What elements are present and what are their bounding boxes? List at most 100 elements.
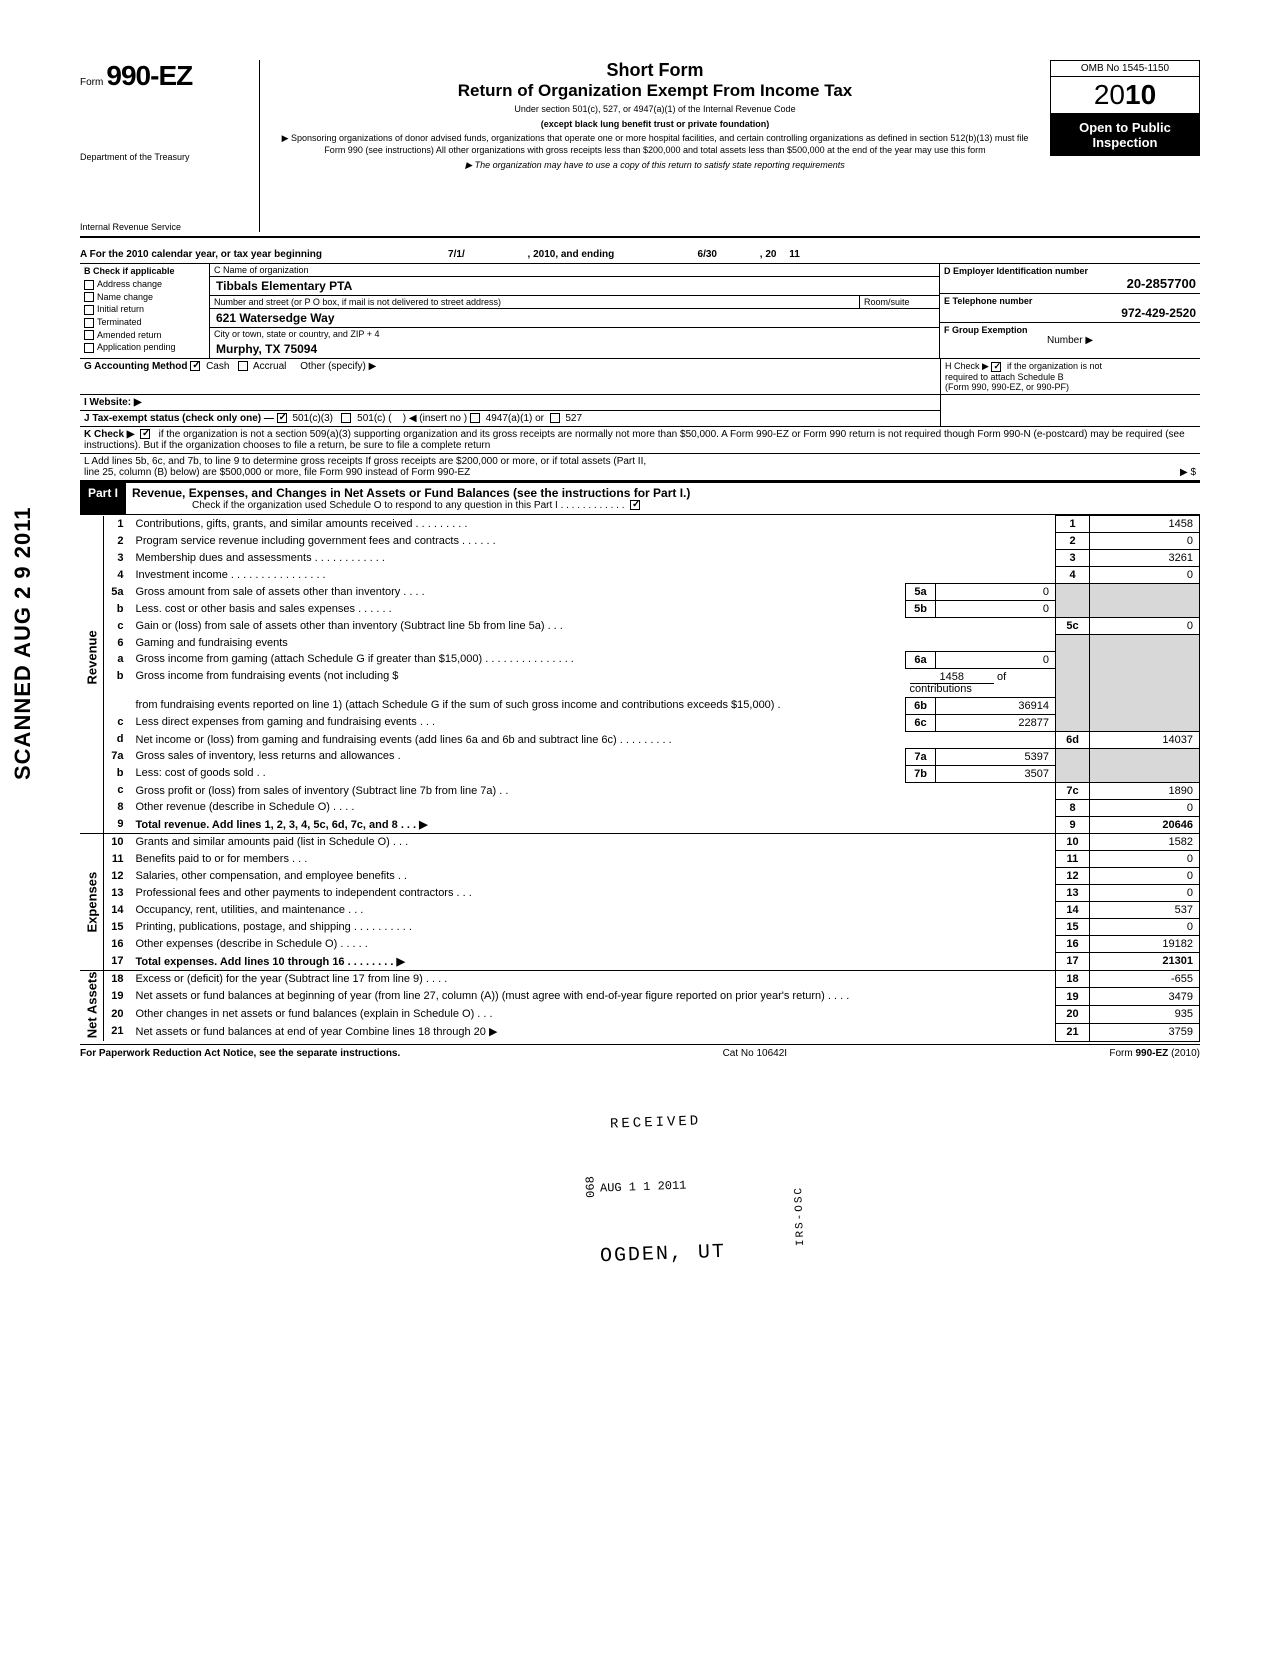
col-def: D Employer Identification number 20-2857…	[940, 264, 1200, 358]
form-header: Form 990-EZ Department of the Treasury I…	[80, 60, 1200, 238]
row-j: J Tax-exempt status (check only one) — 5…	[80, 411, 940, 426]
l-text2: line 25, column (B) below) are $500,000 …	[84, 467, 1180, 478]
year-prefix: 20	[1094, 79, 1125, 110]
form-right-block: OMB No 1545-1150 2010 Open to Public Ins…	[1050, 60, 1200, 232]
row-a-mid: , 2010, and ending	[528, 249, 615, 260]
chk-cash[interactable]	[190, 361, 200, 371]
org-name-label: C Name of organization	[210, 264, 939, 277]
side-revenue: Revenue	[80, 516, 104, 800]
form-number: 990-EZ	[106, 60, 192, 91]
city-row: City or town, state or country, and ZIP …	[210, 327, 939, 358]
section-bcd: B Check if applicable Address change Nam…	[80, 264, 1200, 359]
chk-accrual[interactable]	[238, 361, 248, 371]
chk-k[interactable]	[140, 429, 150, 439]
lines-table: Revenue 1 Contributions, gifts, grants, …	[80, 515, 1200, 1042]
tax-year: 2010	[1050, 77, 1200, 114]
row-l: L Add lines 5b, 6c, and 7b, to line 9 to…	[80, 454, 1200, 481]
chk-4947[interactable]	[470, 413, 480, 423]
footer-left: For Paperwork Reduction Act Notice, see …	[80, 1048, 400, 1059]
row-ij: I Website: ▶ J Tax-exempt status (check …	[80, 395, 1200, 427]
k-text: if the organization is not a section 509…	[84, 429, 1185, 451]
stamp-ogden: OGDEN, UT	[600, 1241, 727, 1268]
phone-label: E Telephone number	[944, 296, 1196, 306]
street-row: Number and street (or P O box, if mail i…	[210, 295, 939, 327]
open-public: Open to Public Inspection	[1050, 114, 1200, 156]
l-arrow: ▶ $	[1180, 467, 1196, 478]
chk-501c[interactable]	[341, 413, 351, 423]
form-prefix: Form	[80, 77, 103, 88]
footer-mid: Cat No 10642I	[723, 1048, 788, 1059]
ein-label: D Employer Identification number	[944, 266, 1196, 276]
col-c: C Name of organization Tibbals Elementar…	[210, 264, 940, 358]
ty-begin: 7/1/	[325, 249, 465, 260]
chk-address[interactable]: Address change	[80, 278, 209, 291]
row-a-label: A For the 2010 calendar year, or tax yea…	[80, 249, 322, 260]
street-value: 621 Watersedge Way	[210, 308, 939, 327]
chk-pending[interactable]: Application pending	[80, 341, 209, 354]
footer: For Paperwork Reduction Act Notice, see …	[80, 1044, 1200, 1059]
stamp-date: AUG 1 1 2011	[600, 1178, 687, 1195]
ty-end-year: 11	[789, 249, 800, 260]
cell-e: E Telephone number 972-429-2520	[940, 294, 1200, 323]
chk-name[interactable]: Name change	[80, 291, 209, 304]
ein-value: 20-2857700	[944, 276, 1196, 291]
side-expenses: Expenses	[80, 834, 104, 971]
row-h-cont	[940, 395, 1200, 426]
omb-number: OMB No 1545-1150	[1050, 60, 1200, 77]
chk-h[interactable]	[991, 362, 1001, 372]
stamp-irs: IRS-OSC	[793, 1186, 807, 1247]
street-label: Number and street (or P O box, if mail i…	[210, 296, 859, 308]
dept-irs: Internal Revenue Service	[80, 222, 253, 232]
room-label: Room/suite	[859, 296, 939, 308]
chk-501c3[interactable]	[277, 413, 287, 423]
form-id-block: Form 990-EZ Department of the Treasury I…	[80, 60, 260, 232]
short-form-title: Short Form	[276, 60, 1034, 81]
row-k: K Check ▶ if the organization is not a s…	[80, 427, 1200, 454]
chk-terminated[interactable]: Terminated	[80, 316, 209, 329]
subtitle-4: ▶ The organization may have to use a cop…	[276, 160, 1034, 172]
chk-amended[interactable]: Amended return	[80, 329, 209, 342]
group-label2: Number ▶	[944, 335, 1196, 346]
row-g: G Accounting Method Cash Accrual Other (…	[80, 359, 940, 394]
chk-initial[interactable]: Initial return	[80, 303, 209, 316]
chk-527[interactable]	[550, 413, 560, 423]
k-label: K Check ▶	[84, 429, 134, 440]
subtitle-2: (except black lung benefit trust or priv…	[276, 119, 1034, 131]
g-label: G Accounting Method	[84, 361, 188, 372]
return-title: Return of Organization Exempt From Incom…	[276, 81, 1034, 101]
col-b: B Check if applicable Address change Nam…	[80, 264, 210, 358]
part1-header: Part I Revenue, Expenses, and Changes in…	[80, 481, 1200, 515]
i-label: I Website: ▶	[84, 397, 142, 408]
dept-treasury: Department of the Treasury	[80, 152, 253, 162]
cell-d: D Employer Identification number 20-2857…	[940, 264, 1200, 294]
stamp-068: 068	[583, 1176, 598, 1198]
row-h: H Check ▶ if the organization is not req…	[940, 359, 1200, 394]
l-text1: L Add lines 5b, 6c, and 7b, to line 9 to…	[84, 456, 1180, 467]
part1-label: Part I	[80, 483, 126, 514]
form-title-block: Short Form Return of Organization Exempt…	[268, 60, 1042, 232]
chk-sched-o[interactable]	[630, 500, 640, 510]
stamp-scanned: SCANNED AUG 2 9 2011	[10, 506, 36, 780]
year-bold: 10	[1125, 79, 1156, 110]
row-ij-left: I Website: ▶ J Tax-exempt status (check …	[80, 395, 940, 426]
footer-right: Form 990-EZ (2010)	[1109, 1048, 1200, 1059]
open-line1: Open to Public	[1052, 120, 1198, 135]
open-line2: Inspection	[1052, 135, 1198, 150]
group-label: F Group Exemption	[944, 325, 1196, 335]
cell-f: F Group Exemption Number ▶	[940, 323, 1200, 348]
row-a: A For the 2010 calendar year, or tax yea…	[80, 246, 1200, 264]
col-b-header: B Check if applicable	[80, 264, 209, 278]
part1-title: Revenue, Expenses, and Changes in Net As…	[126, 483, 1200, 514]
row-a-suffix: , 20	[760, 249, 777, 260]
org-name: Tibbals Elementary PTA	[210, 277, 939, 295]
city-label: City or town, state or country, and ZIP …	[210, 328, 939, 340]
side-netassets: Net Assets	[80, 970, 104, 1041]
subtitle-3: ▶ Sponsoring organizations of donor advi…	[276, 133, 1034, 156]
ty-end-month: 6/30	[617, 249, 717, 260]
j-label: J Tax-exempt status (check only one) —	[84, 413, 274, 424]
subtitle-1: Under section 501(c), 527, or 4947(a)(1)…	[276, 104, 1034, 116]
phone-value: 972-429-2520	[944, 306, 1196, 320]
city-value: Murphy, TX 75094	[210, 340, 939, 358]
stamp-received: RECEIVED	[610, 1113, 702, 1132]
row-gh: G Accounting Method Cash Accrual Other (…	[80, 359, 1200, 395]
